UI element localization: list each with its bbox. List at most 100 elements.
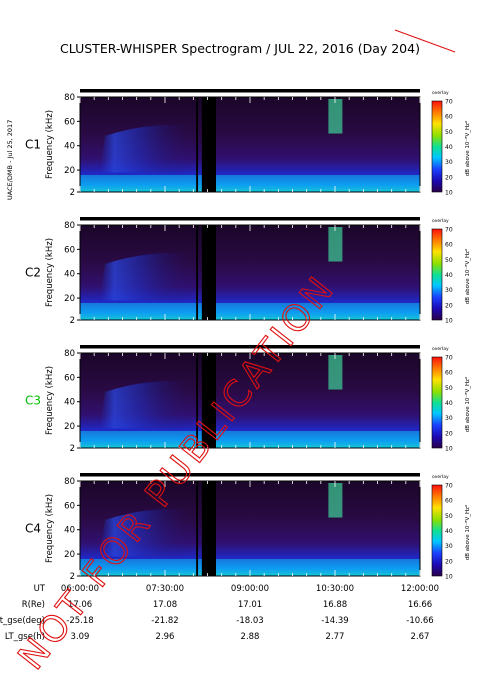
colorbar-tick-label: 10 [445, 190, 453, 197]
ephemeris-value: -10.66 [406, 616, 433, 626]
ephemeris-value: 17.01 [238, 600, 262, 610]
colorbar-tick-label: 60 [445, 498, 453, 505]
colorbar-tick-label: 40 [445, 400, 453, 407]
colorbar-label: dB above 10⁻⁸V_Hz² [464, 121, 471, 176]
y-tick-label: 60 [64, 373, 75, 383]
emission-hump [100, 125, 194, 173]
y-tick-label: 40 [64, 398, 75, 408]
ephemeris-value: -14.39 [321, 616, 348, 626]
y-tick-label: 80 [64, 93, 75, 103]
colorbar-tick-label: 20 [445, 558, 453, 565]
emission-burst [328, 227, 343, 262]
colorbar-tick-label: 30 [445, 415, 453, 422]
y-tick-label: 80 [64, 221, 75, 231]
colorbar-top-label: overlay [432, 90, 449, 96]
emission-burst [328, 355, 343, 390]
time-bar [80, 217, 420, 221]
y-axis-label: Frequency (kHz) [45, 110, 55, 179]
x-tick-label: 07:30:00 [146, 584, 184, 594]
colorbar-tick-label: 40 [445, 144, 453, 151]
panel-c2: 2 20 40 60 80 Frequency (kHz) C2 overlay 10 20 30 4… [25, 217, 471, 326]
colorbar-top-label: overlay [432, 474, 449, 480]
data-gap [201, 481, 216, 576]
emission-hump [100, 509, 194, 557]
colorbar-label: dB above 10⁻⁸V_Hz² [464, 377, 471, 432]
colorbar-tick-label: 50 [445, 513, 453, 520]
y-tick-label: 60 [64, 501, 75, 511]
time-bar [80, 473, 420, 477]
colorbar-tick-label: 50 [445, 129, 453, 136]
ephemeris-row-name: Lat_gse(deg) [0, 616, 45, 626]
x-tick-label: 10:30:00 [316, 584, 354, 594]
emission-burst [328, 99, 343, 134]
colorbar [431, 484, 443, 577]
data-gap [201, 225, 216, 320]
y-tick-label: 80 [64, 477, 75, 487]
colorbar-tick-label: 50 [445, 385, 453, 392]
y-tick-label: 2 [70, 444, 75, 454]
ephemeris-value: -21.82 [151, 616, 178, 626]
colorbar-tick-label: 40 [445, 528, 453, 535]
y-axis-label: Frequency (kHz) [45, 238, 55, 307]
y-axis-label: Frequency (kHz) [45, 366, 55, 435]
ephemeris-value: -25.18 [66, 616, 93, 626]
ephemeris-value: 2.67 [411, 632, 430, 642]
data-gap [196, 225, 199, 320]
colorbar [431, 100, 443, 193]
x-axis-ephemeris: UT 06:00:00 07:30:00 09:00:00 10:30:00 12:00:… [0, 584, 439, 642]
colorbar-tick-label: 10 [445, 446, 453, 453]
ephemeris-row-name: LT_gse(h) [5, 632, 45, 642]
colorbar-top-label: overlay [432, 218, 449, 224]
colorbar-tick-label: 20 [445, 302, 453, 309]
ephemeris-value: 2.96 [156, 632, 175, 642]
colorbar-tick-label: 50 [445, 257, 453, 264]
colorbar [431, 228, 443, 321]
panel-label-c2: C2 [25, 266, 41, 280]
y-tick-label: 60 [64, 245, 75, 255]
panel-label-c1: C1 [25, 138, 41, 152]
colorbar-tick-label: 30 [445, 543, 453, 550]
colorbar-tick-label: 60 [445, 242, 453, 249]
y-tick-label: 2 [70, 188, 75, 198]
y-tick-label: 20 [64, 294, 75, 304]
ephemeris-value: 17.08 [153, 600, 177, 610]
emission-hump [100, 253, 194, 301]
ephemeris-value: 2.88 [241, 632, 260, 642]
colorbar-tick-label: 10 [445, 318, 453, 325]
side-text: UACE/DMB - Jul 25, 2017 [6, 120, 14, 200]
watermark-stroke [394, 29, 456, 53]
ephemeris-row-name: R(Re) [22, 600, 45, 610]
ephemeris-value: 16.88 [323, 600, 347, 610]
y-tick-label: 40 [64, 142, 75, 152]
colorbar-tick-label: 70 [445, 99, 453, 106]
data-gap [196, 353, 199, 448]
y-tick-label: 2 [70, 572, 75, 582]
colorbar-tick-label: 40 [445, 272, 453, 279]
y-tick-label: 40 [64, 270, 75, 280]
ephemeris-value: 17.06 [68, 600, 92, 610]
colorbar [431, 356, 443, 449]
x-tick-label: 09:00:00 [231, 584, 269, 594]
y-tick-label: 2 [70, 316, 75, 326]
colorbar-top-label: overlay [432, 346, 449, 352]
colorbar-tick-label: 70 [445, 355, 453, 362]
colorbar-label: dB above 10⁻⁸V_Hz² [464, 249, 471, 304]
ephemeris-value: -18.03 [236, 616, 263, 626]
colorbar-tick-label: 20 [445, 174, 453, 181]
panel-c1: 2 20 40 60 80 Frequency (kHz) C1 overlay 10 20 30 4… [25, 89, 471, 198]
data-gap [196, 481, 199, 576]
chart-title: CLUSTER-WHISPER Spectrogram / JUL 22, 20… [60, 41, 420, 56]
ephemeris-value: 3.09 [71, 632, 90, 642]
time-bar [80, 345, 420, 349]
y-tick-label: 20 [64, 550, 75, 560]
x-tick-label: 06:00:00 [61, 584, 99, 594]
ephemeris-value: 16.66 [408, 600, 432, 610]
y-tick-label: 20 [64, 422, 75, 432]
data-gap [201, 353, 216, 448]
panel-label-c4: C4 [25, 522, 41, 536]
data-gap [201, 97, 216, 192]
emission-burst [328, 483, 343, 518]
ephemeris-row-name: UT [34, 584, 46, 594]
panel-c4: 2 20 40 60 80 Frequency (kHz) C4 overlay 10 20 30 4… [25, 473, 471, 582]
